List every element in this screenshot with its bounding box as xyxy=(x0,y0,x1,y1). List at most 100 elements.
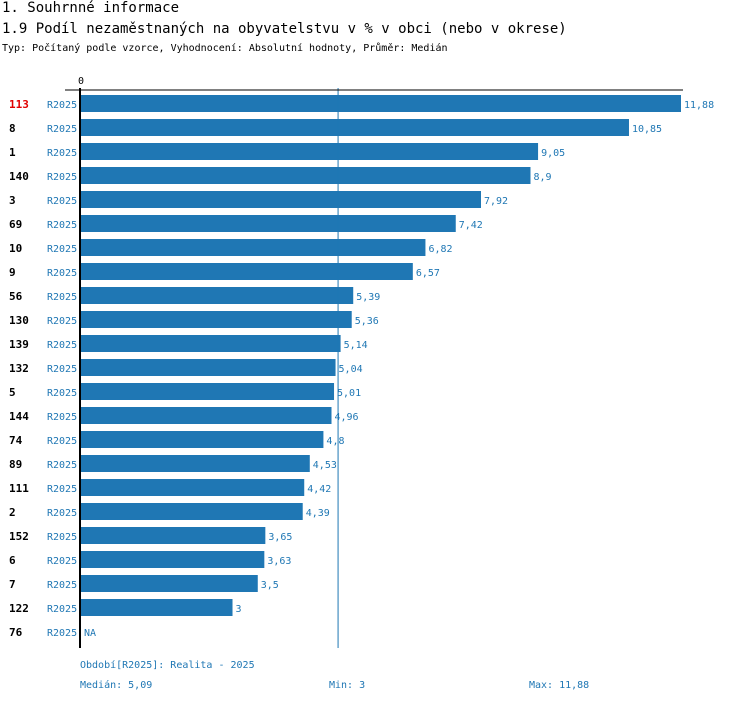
bar-value-label: 4,53 xyxy=(313,460,337,471)
bar xyxy=(81,287,354,304)
chart-title: 1.9 Podíl nezaměstnaných na obyvatelstvu… xyxy=(2,21,567,37)
bar xyxy=(81,311,352,328)
bar xyxy=(81,527,266,544)
bar-value-label: 7,42 xyxy=(459,220,483,231)
row-id-label: 10 xyxy=(9,242,22,255)
row-period-label: R2025 xyxy=(47,604,77,615)
bar xyxy=(81,599,233,616)
bar-value-label: 3 xyxy=(236,604,242,615)
bar-value-label: 9,05 xyxy=(541,148,565,159)
row-id-label: 74 xyxy=(9,434,23,447)
bar-value-label: 4,39 xyxy=(306,508,330,519)
row-period-label: R2025 xyxy=(47,292,77,303)
axis-zero-label: 0 xyxy=(78,76,84,87)
bar xyxy=(81,383,335,400)
bar-value-label: 4,8 xyxy=(326,436,344,447)
median-stat: Medián: 5,09 xyxy=(80,680,153,691)
bar-value-label: 5,14 xyxy=(344,340,368,351)
bar xyxy=(81,95,681,112)
bar xyxy=(81,215,456,232)
row-period-label: R2025 xyxy=(47,340,77,351)
row-id-label: 76 xyxy=(9,626,23,639)
bar-value-label: 3,63 xyxy=(267,556,291,567)
bar xyxy=(81,503,303,520)
bar-value-label: 5,36 xyxy=(355,316,379,327)
bar xyxy=(81,239,426,256)
bar xyxy=(81,167,531,184)
row-period-label: R2025 xyxy=(47,316,77,327)
row-period-label: R2025 xyxy=(47,100,77,111)
row-id-label: 140 xyxy=(9,170,29,183)
section-title: 1. Souhrnné informace xyxy=(2,0,180,16)
row-period-label: R2025 xyxy=(47,220,77,231)
bar-value-label: 4,96 xyxy=(335,412,359,423)
row-id-label: 132 xyxy=(9,362,29,375)
bar xyxy=(81,143,539,160)
bar xyxy=(81,407,332,424)
row-id-label: 130 xyxy=(9,314,29,327)
row-id-label: 7 xyxy=(9,578,16,591)
bar-value-label: 6,82 xyxy=(428,244,452,255)
row-id-label: 1 xyxy=(9,146,16,159)
bar-value-label: 7,92 xyxy=(484,196,508,207)
bar xyxy=(81,431,324,448)
row-period-label: R2025 xyxy=(47,460,77,471)
row-period-label: R2025 xyxy=(47,148,77,159)
bar-value-label: NA xyxy=(84,628,96,639)
bar xyxy=(81,191,481,208)
bar-value-label: 11,88 xyxy=(684,100,714,111)
row-period-label: R2025 xyxy=(47,268,77,279)
bar-value-label: 4,42 xyxy=(307,484,331,495)
bar-value-label: 5,04 xyxy=(339,364,363,375)
row-period-label: R2025 xyxy=(47,508,77,519)
max-stat: Max: 11,88 xyxy=(529,680,590,691)
row-period-label: R2025 xyxy=(47,580,77,591)
row-id-label: 122 xyxy=(9,602,29,615)
row-period-label: R2025 xyxy=(47,124,77,135)
bar-value-label: 10,85 xyxy=(632,124,662,135)
row-period-label: R2025 xyxy=(47,196,77,207)
bar-value-label: 5,39 xyxy=(356,292,380,303)
bar xyxy=(81,359,336,376)
row-period-label: R2025 xyxy=(47,556,77,567)
row-period-label: R2025 xyxy=(47,412,77,423)
chart-subtitle: Typ: Počítaný podle vzorce, Vyhodnocení:… xyxy=(2,43,448,54)
bar-value-label: 6,57 xyxy=(416,268,440,279)
bar xyxy=(81,479,305,496)
row-id-label: 139 xyxy=(9,338,29,351)
row-id-label: 8 xyxy=(9,122,16,135)
row-id-label: 111 xyxy=(9,482,29,495)
row-period-label: R2025 xyxy=(47,628,77,639)
bar xyxy=(81,575,258,592)
row-period-label: R2025 xyxy=(47,436,77,447)
row-id-label: 56 xyxy=(9,290,23,303)
bar-value-label: 3,65 xyxy=(268,532,292,543)
row-id-label: 113 xyxy=(9,98,29,111)
bar xyxy=(81,119,629,136)
row-id-label: 3 xyxy=(9,194,16,207)
row-period-label: R2025 xyxy=(47,484,77,495)
bar-value-label: 3,5 xyxy=(261,580,279,591)
bar xyxy=(81,551,265,568)
row-id-label: 89 xyxy=(9,458,22,471)
row-period-label: R2025 xyxy=(47,244,77,255)
bar xyxy=(81,455,310,472)
row-period-label: R2025 xyxy=(47,364,77,375)
row-id-label: 69 xyxy=(9,218,22,231)
row-period-label: R2025 xyxy=(47,172,77,183)
bar xyxy=(81,335,341,352)
row-id-label: 5 xyxy=(9,386,16,399)
row-id-label: 2 xyxy=(9,506,16,519)
bar-value-label: 8,9 xyxy=(533,172,551,183)
bar-value-label: 5,01 xyxy=(337,388,361,399)
bar xyxy=(81,263,413,280)
row-id-label: 152 xyxy=(9,530,29,543)
period-note: Období[R2025]: Realita - 2025 xyxy=(80,660,255,671)
row-id-label: 144 xyxy=(9,410,29,423)
row-period-label: R2025 xyxy=(47,532,77,543)
row-id-label: 6 xyxy=(9,554,16,567)
row-id-label: 9 xyxy=(9,266,16,279)
min-stat: Min: 3 xyxy=(329,680,366,691)
row-period-label: R2025 xyxy=(47,388,77,399)
